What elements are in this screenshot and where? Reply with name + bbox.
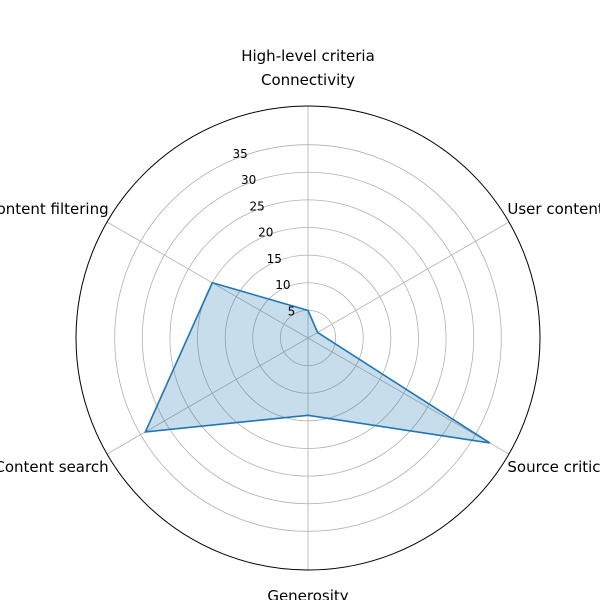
tick-label-10: 10 (275, 278, 290, 292)
grid-spoke-1 (307, 221, 510, 339)
category-label-0: Connectivity (261, 71, 355, 89)
category-label-2: Source criticism (507, 458, 600, 476)
grid-ring-25 (169, 199, 447, 477)
axis-title: High-level criteria (241, 47, 375, 65)
category-labels: Connectivity User content management/e Sou… (0, 71, 600, 605)
category-label-1: User content management/e (507, 200, 600, 218)
tick-label-15: 15 (267, 252, 282, 266)
series-layer (144, 281, 491, 444)
category-label-3: Generosity (267, 587, 348, 600)
series-area (145, 282, 490, 443)
grid-layer (75, 105, 541, 571)
tick-label-5: 5 (288, 304, 296, 318)
category-label-4: Content search (0, 458, 109, 476)
grid-ring-30 (141, 171, 475, 505)
outer-frame (75, 105, 541, 571)
grid-ring-10 (252, 282, 364, 394)
grid-ring-35 (114, 144, 502, 532)
grid-ring-20 (197, 227, 419, 449)
tick-label-20: 20 (258, 226, 273, 240)
grid-ring-15 (224, 254, 392, 422)
category-label-5: Content filtering (0, 200, 109, 218)
tick-label-25: 25 (250, 199, 265, 213)
radial-tick-labels: 5 10 15 20 25 30 35 (232, 147, 295, 318)
tick-label-30: 30 (241, 173, 256, 187)
series-line (144, 281, 491, 444)
tick-label-35: 35 (232, 147, 247, 161)
